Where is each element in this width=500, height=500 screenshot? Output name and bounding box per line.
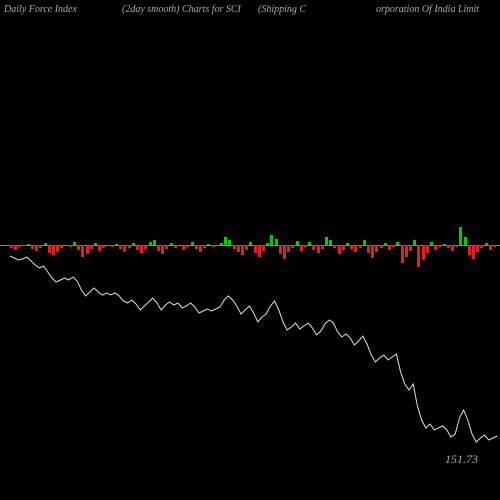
current-price-label: 151.73 (445, 452, 478, 467)
title-seg-2: (2day smooth) Charts for SCI (122, 4, 241, 15)
title-seg-1: Daily Force Index (4, 4, 77, 15)
price-line-chart (0, 20, 500, 500)
chart-area: 151.73 (0, 20, 500, 500)
title-seg-4: orporation Of India Limit (376, 4, 479, 15)
title-seg-3: (Shipping C (258, 4, 306, 15)
price-polyline (10, 256, 497, 442)
